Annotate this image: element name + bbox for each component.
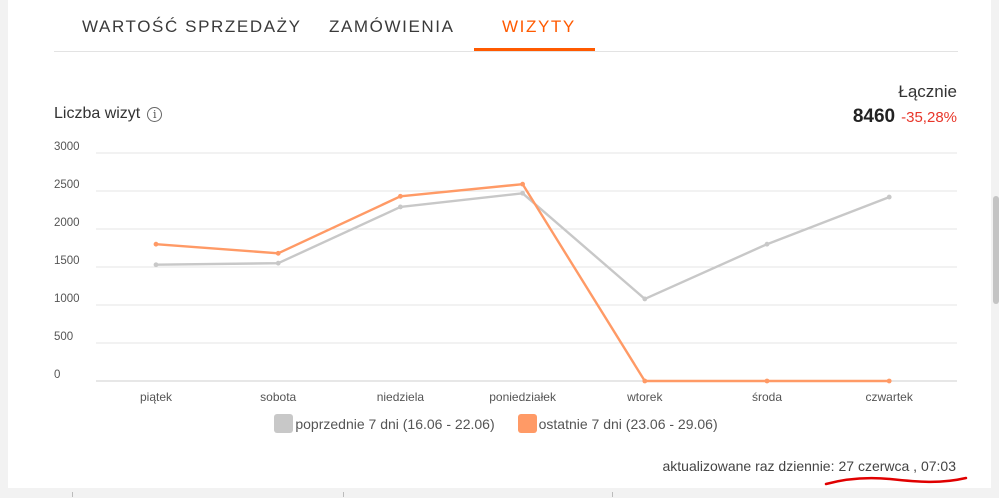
tab-bar: WARTOŚĆ SPRZEDAŻY ZAMÓWIENIA WIZYTY — [54, 0, 958, 52]
tab-visits[interactable]: WIZYTY — [502, 17, 576, 36]
y-tick-label-1500: 1500 — [54, 255, 80, 267]
update-note-text: aktualizowane raz dziennie: — [662, 458, 835, 474]
x-tick-label-6: środa — [752, 390, 782, 404]
y-tick-label-2500: 2500 — [54, 179, 80, 191]
y-tick-label-500: 500 — [54, 331, 73, 343]
y-tick-label-1000: 1000 — [54, 293, 80, 305]
tab-orders[interactable]: ZAMÓWIENIA — [329, 17, 455, 36]
chart-legend: poprzednie 7 dni (16.06 - 22.06) ostatni… — [0, 414, 999, 433]
active-tab-indicator — [474, 48, 595, 51]
total-change: -35,28% — [901, 109, 957, 126]
series-1-point-5 — [642, 296, 648, 302]
series-2-point-6 — [764, 378, 770, 384]
series-2-point-7 — [886, 378, 892, 384]
series-2-point-2 — [275, 250, 281, 256]
scrollbar[interactable] — [993, 196, 999, 304]
legend-swatch-previous — [274, 414, 294, 433]
x-tick-label-2: sobota — [260, 390, 296, 404]
chart-card — [8, 0, 991, 488]
tab-sales-value[interactable]: WARTOŚĆ SPRZEDAŻY — [82, 17, 302, 36]
info-icon[interactable]: i — [147, 106, 163, 122]
series-2-point-4 — [520, 181, 525, 187]
legend-label-current: ostatnie 7 dni (23.06 - 29.06) — [538, 415, 718, 432]
legend-item-current[interactable]: ostatnie 7 dni (23.06 - 29.06) — [517, 414, 725, 433]
chart-title: Liczba wizyt i — [54, 105, 163, 123]
series-1-point-6 — [764, 241, 770, 247]
update-note: aktualizowane raz dziennie: 27 czerwca , … — [662, 458, 956, 474]
x-tick-label-3: niedziela — [377, 390, 425, 404]
x-tick-label-5: wtorek — [626, 390, 663, 404]
bottom-edge-ticks — [0, 492, 999, 498]
legend-swatch-current — [517, 414, 537, 433]
series-1-point-3 — [398, 204, 403, 210]
x-tick-label-7: czwartek — [866, 390, 914, 404]
update-note-date: 27 czerwca , 07:03 — [838, 458, 956, 474]
y-tick-label-3000: 3000 — [54, 141, 80, 153]
series-2-point-3 — [398, 193, 403, 199]
x-tick-label-1: piątek — [140, 390, 173, 404]
legend-item-previous[interactable]: poprzednie 7 dni (16.06 - 22.06) — [274, 414, 501, 433]
series-2-point-1 — [153, 241, 159, 247]
series-2-point-5 — [642, 378, 648, 384]
total-summary: 8460 -35,28% — [853, 106, 957, 128]
y-tick-label-0: 0 — [54, 369, 60, 381]
x-tick-label-4: poniedziałek — [489, 390, 557, 404]
series-1-point-4 — [520, 190, 525, 196]
legend-label-previous: poprzednie 7 dni (16.06 - 22.06) — [295, 415, 495, 432]
chart-title-text: Liczba wizyt — [54, 105, 141, 122]
total-value: 8460 — [852, 106, 896, 127]
y-tick-label-2000: 2000 — [54, 217, 80, 229]
series-1-point-2 — [275, 260, 281, 266]
series-1-point-7 — [886, 194, 892, 200]
total-label: Łącznie — [898, 82, 957, 101]
series-1-point-1 — [153, 262, 159, 268]
